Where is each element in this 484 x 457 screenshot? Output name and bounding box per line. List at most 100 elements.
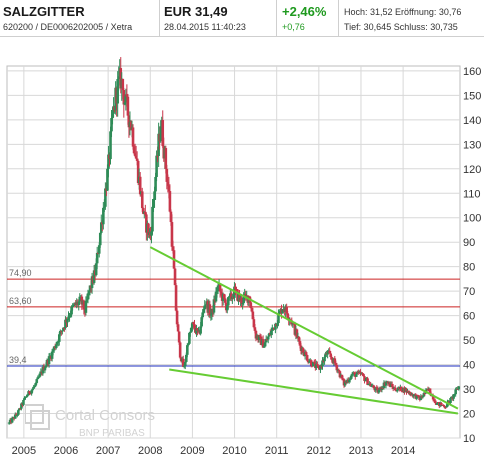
candle-body bbox=[150, 231, 153, 236]
candle-body bbox=[134, 155, 138, 159]
instrument-cell: SALZGITTER 620200 / DE0006202005 / Xetra bbox=[0, 0, 160, 36]
x-tick-label: 2005 bbox=[12, 445, 36, 457]
candle-body bbox=[238, 293, 241, 301]
candle-body bbox=[278, 312, 281, 314]
candle-body bbox=[359, 371, 362, 375]
candle-body bbox=[257, 335, 261, 340]
candle-body bbox=[20, 403, 23, 409]
candle-body bbox=[144, 211, 147, 215]
y-tick-label: 80 bbox=[463, 262, 475, 274]
candle-body bbox=[356, 371, 359, 375]
candle-body bbox=[173, 268, 177, 286]
candle-body bbox=[350, 374, 354, 376]
candle-body bbox=[208, 304, 212, 316]
candle-body bbox=[37, 376, 41, 378]
candle-body bbox=[355, 374, 358, 377]
candle-body bbox=[348, 378, 352, 381]
candle-body bbox=[153, 191, 156, 201]
candle-body bbox=[442, 405, 445, 407]
candle-body bbox=[285, 306, 288, 314]
candle-body bbox=[188, 332, 191, 344]
candle-body bbox=[47, 356, 51, 365]
candle-body bbox=[271, 328, 274, 331]
candle-body bbox=[270, 330, 273, 335]
candle-body bbox=[104, 188, 107, 207]
candle-body bbox=[265, 339, 269, 341]
candle-body bbox=[184, 354, 188, 362]
candle-body bbox=[154, 176, 157, 192]
candle-body bbox=[170, 222, 174, 247]
candle-body bbox=[102, 207, 105, 225]
candle-body bbox=[277, 313, 280, 324]
candle-body bbox=[103, 206, 106, 208]
candle-body bbox=[253, 327, 257, 331]
candle-body bbox=[135, 158, 139, 161]
candle-body bbox=[98, 232, 102, 246]
candle-body bbox=[204, 304, 208, 306]
candle-body bbox=[374, 387, 378, 391]
candle-body bbox=[264, 339, 268, 343]
candle-body bbox=[22, 400, 25, 405]
candle-body bbox=[419, 396, 423, 400]
candle-body bbox=[193, 324, 196, 330]
plot-frame bbox=[6, 65, 461, 439]
candle-body bbox=[304, 352, 308, 356]
candle-body bbox=[449, 398, 452, 403]
candle-body bbox=[381, 387, 385, 389]
candle-body bbox=[182, 365, 186, 367]
candle-body bbox=[432, 399, 436, 401]
candle-body bbox=[72, 305, 75, 307]
candle-body bbox=[13, 414, 17, 419]
candle-body bbox=[390, 383, 394, 387]
candle-body bbox=[64, 319, 67, 328]
candle-body bbox=[165, 168, 169, 182]
candle-body bbox=[125, 94, 129, 97]
candle-body bbox=[457, 386, 461, 390]
candle-body bbox=[274, 323, 277, 330]
candle-body bbox=[52, 346, 56, 351]
candle-body bbox=[145, 214, 148, 233]
candle-body bbox=[230, 293, 233, 299]
y-tick-label: 130 bbox=[463, 139, 481, 151]
candle-body bbox=[214, 291, 218, 302]
high-open-stats: Hoch: 31,52 Eröffnung: 30,76 bbox=[344, 7, 462, 17]
candle-body bbox=[35, 379, 39, 383]
candle-body bbox=[445, 406, 448, 408]
candle-body bbox=[140, 191, 144, 209]
candle-body bbox=[337, 370, 341, 372]
candle-body bbox=[311, 361, 315, 367]
candle-body bbox=[333, 358, 337, 364]
candle-body bbox=[258, 335, 262, 337]
candle-body bbox=[444, 407, 447, 409]
candle-body bbox=[417, 395, 421, 398]
candle-body bbox=[334, 363, 338, 366]
candle-body bbox=[326, 350, 329, 355]
x-tick-label: 2011 bbox=[265, 445, 289, 457]
candle-body bbox=[92, 270, 96, 283]
candle-body bbox=[190, 327, 193, 332]
candle-body bbox=[97, 245, 101, 254]
candle-body bbox=[151, 206, 154, 232]
candle-body bbox=[192, 322, 195, 325]
candle-body bbox=[223, 298, 227, 303]
candle-body bbox=[261, 339, 265, 348]
candle-body bbox=[347, 380, 351, 383]
y-tick-label: 110 bbox=[463, 188, 481, 200]
candle-body bbox=[219, 291, 223, 293]
candle-body bbox=[375, 387, 379, 389]
candle-body bbox=[33, 385, 37, 387]
candle-body bbox=[330, 357, 334, 360]
candle-body bbox=[407, 390, 410, 394]
candle-body bbox=[129, 122, 133, 130]
candle-body bbox=[31, 388, 34, 391]
candle-body bbox=[62, 327, 65, 331]
candle-body bbox=[297, 336, 301, 342]
watermark-line2: BNP PARIBAS bbox=[79, 428, 145, 439]
candle-body bbox=[116, 79, 119, 104]
candle-body bbox=[199, 326, 202, 334]
candle-body bbox=[111, 113, 114, 119]
candle-body bbox=[306, 360, 310, 363]
y-tick-label: 140 bbox=[463, 115, 481, 127]
x-tick-label: 2007 bbox=[96, 445, 120, 457]
candle-body bbox=[341, 378, 345, 380]
